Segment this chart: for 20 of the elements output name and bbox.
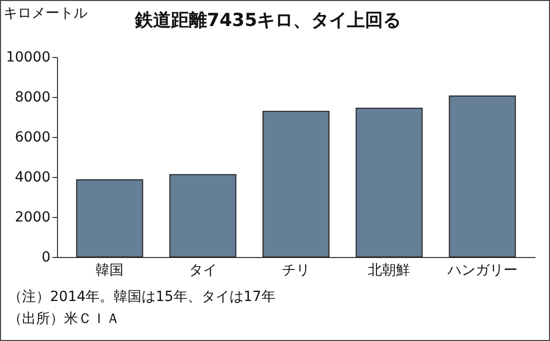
y-tick-label: 8000 [14,90,50,106]
y-tick-label: 10000 [6,50,50,66]
x-tick-label: 韓国 [96,262,124,278]
text: （出所）米ＣＩＡ [8,310,121,329]
text: （注）2014年。韓国は15年、タイは17年 [8,288,276,307]
x-tick-label: 北朝鮮 [368,262,410,278]
y-axis-title: キロメートル [4,6,88,22]
bar [448,96,516,258]
bar [262,110,330,258]
x-tick-label: タイ [188,262,217,278]
x-tick-label: チリ [282,262,310,278]
chart-title: 鉄道距離7435キロ、タイ上回る [135,9,402,32]
bar [76,179,144,258]
y-tick-label: 2000 [14,210,50,226]
y-tick-label: 6000 [14,130,50,146]
y-tick-label: 4000 [14,170,50,186]
bar [356,108,423,258]
x-tick-label: ハンガリー [446,262,518,278]
bar [169,174,236,258]
y-tick-label: 0 [42,250,50,266]
